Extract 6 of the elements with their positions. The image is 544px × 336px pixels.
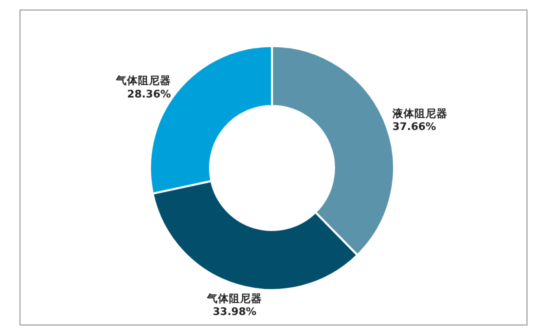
slice-label: 气体阻尼器	[206, 292, 262, 305]
data-label: 33.98%	[212, 306, 257, 318]
data-label: 37.66%	[392, 120, 437, 133]
data-label: 28.36%	[127, 88, 172, 100]
slice-label: 液体阻尼器	[391, 106, 448, 120]
slice-label: 气体阻尼器	[114, 74, 171, 88]
